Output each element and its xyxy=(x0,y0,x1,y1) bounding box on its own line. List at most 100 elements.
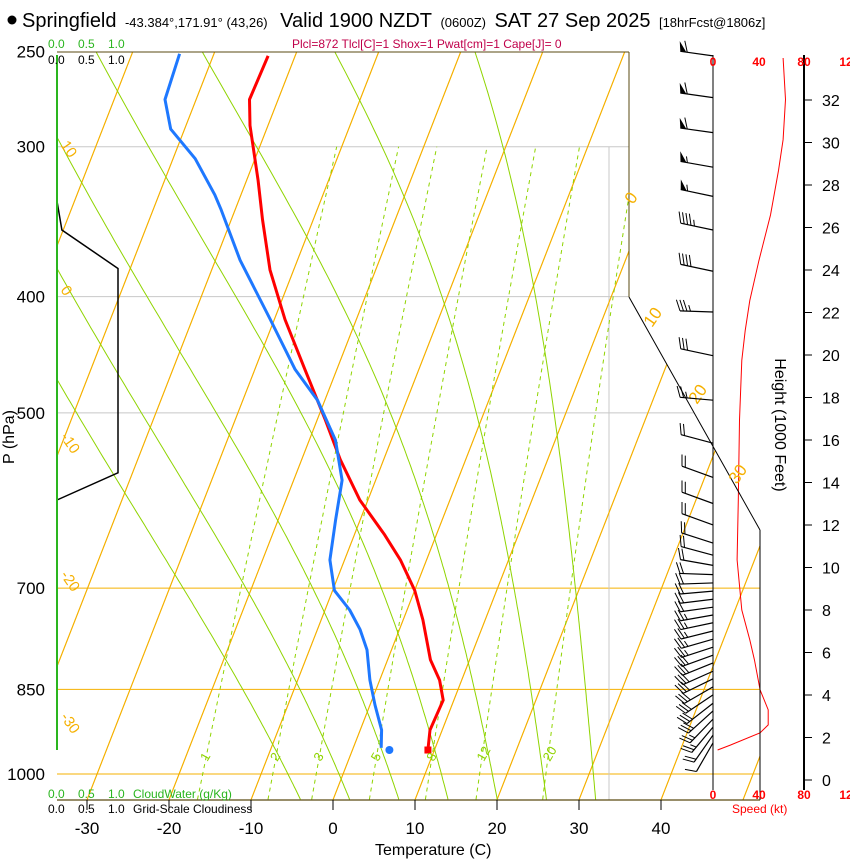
cloudiness-profile xyxy=(57,201,118,500)
barb-staff xyxy=(682,492,713,503)
speed-tick-bottom: 0 xyxy=(710,788,717,802)
barb-feather xyxy=(676,562,680,573)
temperature-tick-label: -10 xyxy=(239,819,264,838)
mixing-ratio-label: 8 xyxy=(423,750,440,764)
height-tick-label: 20 xyxy=(822,348,840,365)
barb-feather xyxy=(683,338,685,350)
barb-feather xyxy=(683,254,685,266)
barb-feather xyxy=(683,300,687,311)
barb-feather xyxy=(681,748,692,752)
barb-feather xyxy=(686,254,688,266)
adiabat-label: -20 xyxy=(57,568,83,596)
isotherm-line xyxy=(579,40,850,800)
barb-feather xyxy=(679,212,681,224)
height-tick-label: 14 xyxy=(822,476,840,493)
cloudiness-tick-top: 0.0 xyxy=(48,53,65,67)
cloudwater-tick-top: 1.0 xyxy=(108,37,125,51)
isotherm-label: 0 xyxy=(621,189,642,208)
isotherm-line xyxy=(661,40,850,800)
pressure-tick-label: 500 xyxy=(17,404,45,423)
height-tick-label: 28 xyxy=(822,178,840,195)
mixing-ratio-line xyxy=(476,147,580,800)
speed-tick-top: 0 xyxy=(710,55,717,69)
barb-feather xyxy=(674,629,681,639)
barb-feather xyxy=(680,423,681,435)
barb-feather xyxy=(678,684,686,692)
frame-diagonal xyxy=(629,297,760,530)
cloudwater-tick-top: 0.5 xyxy=(78,37,95,51)
wind-barb xyxy=(680,83,713,98)
barb-feather xyxy=(682,692,691,700)
mixing-ratio-label: 2 xyxy=(267,750,284,764)
adiabat-line xyxy=(579,40,850,800)
barb-staff xyxy=(687,703,713,723)
barb-feather xyxy=(681,386,684,397)
barb-half-feather xyxy=(687,185,688,191)
temperature-tick-label: 0 xyxy=(328,819,337,838)
height-tick-label: 2 xyxy=(822,731,831,748)
barb-half-feather xyxy=(690,745,696,747)
barb-staff xyxy=(680,599,713,603)
adiabat-label: 10 xyxy=(57,138,80,161)
height-tick-label: 0 xyxy=(822,773,831,790)
cloudwater-tick-bottom: 0.0 xyxy=(48,787,65,801)
barb-feather xyxy=(679,704,688,711)
height-tick-label: 18 xyxy=(822,391,840,408)
barb-feather xyxy=(682,702,691,709)
wind-barb xyxy=(675,679,713,693)
pressure-tick-label: 300 xyxy=(17,138,45,157)
temperature-tick-label: 30 xyxy=(570,819,589,838)
speed-tick-top: 80 xyxy=(797,55,811,69)
height-tick-label: 10 xyxy=(822,561,840,578)
utc-time: (0600Z) xyxy=(440,15,486,30)
cloudiness-tick-bottom: 0.5 xyxy=(78,802,95,816)
barb-half-feather xyxy=(689,735,695,738)
barb-staff xyxy=(680,591,713,594)
barb-feather xyxy=(675,676,683,684)
wind-barbs xyxy=(674,41,713,772)
mixing-ratio-label: 1 xyxy=(197,750,214,764)
speed-tick-top: 12 xyxy=(839,55,850,69)
wind-barb xyxy=(679,212,713,230)
isotherm-label: 10 xyxy=(640,304,666,330)
barb-feather xyxy=(689,255,691,267)
temperature-tick-label: 10 xyxy=(406,819,425,838)
diagram-grid xyxy=(0,40,850,800)
plot-frame xyxy=(57,52,804,800)
barb-feather xyxy=(679,337,681,349)
barb-staff xyxy=(681,223,713,230)
pressure-tick-label: 850 xyxy=(17,680,45,699)
adiabat-line xyxy=(825,40,850,800)
barb-flag xyxy=(680,151,686,162)
valid-date: SAT 27 Sep 2025 xyxy=(494,10,650,32)
barb-flag xyxy=(681,179,687,190)
x-axis-title: Temperature (C) xyxy=(375,842,491,859)
moist-adiabat xyxy=(0,52,350,800)
y-axis-title: P (hPa) xyxy=(1,410,18,464)
mixing-ratio-label: 12 xyxy=(473,744,493,764)
barb-half-feather xyxy=(689,305,691,311)
location-name: Springfield xyxy=(22,10,117,32)
barb-half-feather xyxy=(686,156,687,162)
wind-barb xyxy=(680,423,713,443)
barb-feather xyxy=(685,756,696,759)
height-axis-title: Height (1000 Feet) xyxy=(771,358,788,491)
temperature-profile xyxy=(250,56,444,750)
dewpoint-profile xyxy=(165,54,382,748)
adiabat-label: -10 xyxy=(57,430,83,458)
barb-feather xyxy=(678,548,680,560)
pressure-tick-label: 250 xyxy=(17,43,45,62)
wind-barb xyxy=(674,638,713,648)
wind-barb xyxy=(674,628,713,639)
pressure-tick-label: 400 xyxy=(17,288,45,307)
temperature-tick-label: -30 xyxy=(75,819,100,838)
surface-dewpoint-marker xyxy=(385,746,393,754)
pressure-tick-label: 1000 xyxy=(7,765,45,784)
header-line: Springfield -43.384°,171.91° (43,26) Val… xyxy=(22,10,765,32)
barb-feather xyxy=(678,694,687,702)
barb-feather xyxy=(683,759,694,762)
height-tick-label: 8 xyxy=(822,603,831,620)
speed-tick-bottom: 12 xyxy=(839,788,850,802)
wind-barb xyxy=(680,151,713,167)
barb-feather xyxy=(686,339,688,351)
